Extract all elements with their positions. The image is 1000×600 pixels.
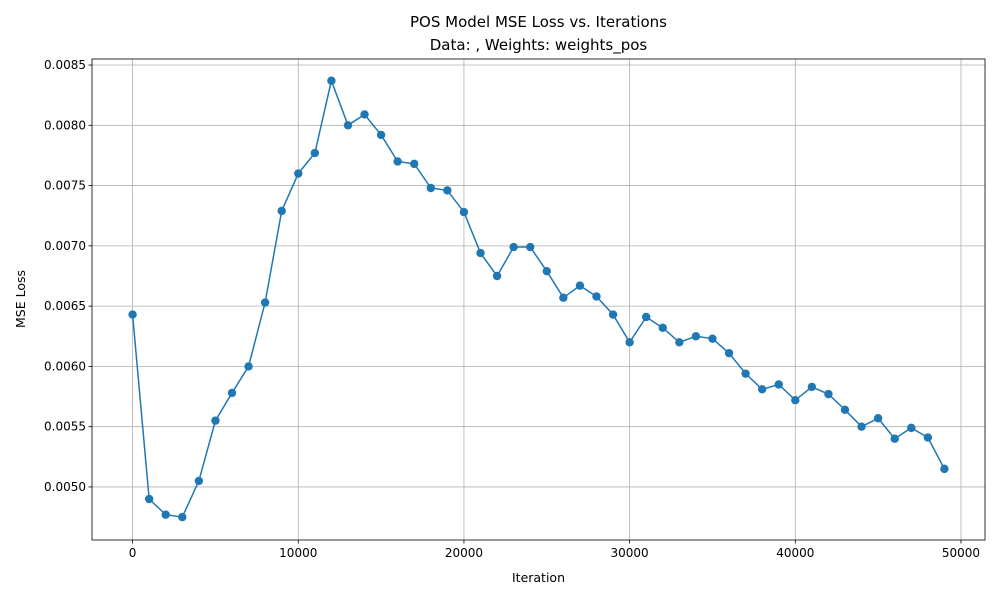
y-tick-label: 0.0080 [44,118,86,132]
series-line-group [131,78,946,518]
data-point [774,380,783,389]
data-point [641,312,651,322]
data-point [824,389,833,399]
x-tick-label: 0 [129,546,137,560]
data-point [791,395,800,405]
data-point [128,310,137,319]
data-point [741,369,750,378]
data-point [658,323,667,333]
x-tick-label: 10000 [279,546,317,560]
data-point [923,433,933,442]
x-axis-label: Iteration [512,570,565,585]
y-tick-label: 0.0065 [44,299,86,313]
data-point [807,382,817,392]
data-point [625,338,634,347]
data-point [260,298,270,307]
data-point [526,242,535,252]
y-tick-label: 0.0085 [44,58,86,72]
data-point [559,293,568,302]
data-point [907,423,916,433]
data-point [675,338,684,347]
plot-frame [91,58,986,541]
data-point [476,248,485,258]
data-point [178,512,187,522]
y-tick-label: 0.0075 [44,179,86,193]
data-point [757,385,767,394]
x-tick-label: 50000 [942,546,980,560]
data-point [227,388,237,398]
data-point [211,416,220,425]
series-markers [128,76,949,522]
series-line [131,78,946,518]
y-tick-label: 0.0070 [44,239,86,253]
data-point [890,434,899,443]
data-point [426,183,436,193]
data-point [244,362,253,371]
data-point [194,476,204,486]
data-point [542,266,551,276]
data-point [608,310,618,319]
data-point [277,206,286,216]
data-point [724,348,734,358]
y-tick-label: 0.0050 [44,480,86,494]
data-point [410,159,419,169]
data-point [327,76,336,85]
data-point [940,464,949,474]
data-point [492,271,502,281]
data-point [873,414,883,423]
x-tick-label: 40000 [776,546,814,560]
data-point [360,110,369,119]
data-point [144,494,154,504]
data-point [161,510,170,519]
chart-title-line1: POS Model MSE Loss vs. Iterations [410,13,667,31]
y-axis-ticks: 0.0050 0.0055 0.0060 0.0065 0.0070 0.0075 0.00… [44,58,92,494]
data-point [509,242,518,252]
chart-title-line2: Data: , Weights: weights_pos [430,36,648,55]
data-point [575,281,585,290]
x-tick-label: 30000 [611,546,649,560]
data-point [857,422,866,431]
data-point [840,405,850,415]
data-point [443,186,452,195]
y-tick-label: 0.0055 [44,420,86,434]
data-point [294,169,303,178]
y-axis-label: MSE Loss [13,270,28,328]
data-point [310,148,320,158]
data-point [376,130,386,140]
data-point [343,121,353,130]
data-point [393,157,402,166]
x-tick-label: 20000 [445,546,483,560]
y-tick-label: 0.0060 [44,359,86,373]
data-point [691,332,701,341]
data-point [459,207,469,217]
data-point [592,292,601,301]
x-axis-ticks: 0 10000 20000 30000 40000 50000 [129,540,980,560]
grid-lines [92,59,985,540]
data-point [708,334,717,343]
